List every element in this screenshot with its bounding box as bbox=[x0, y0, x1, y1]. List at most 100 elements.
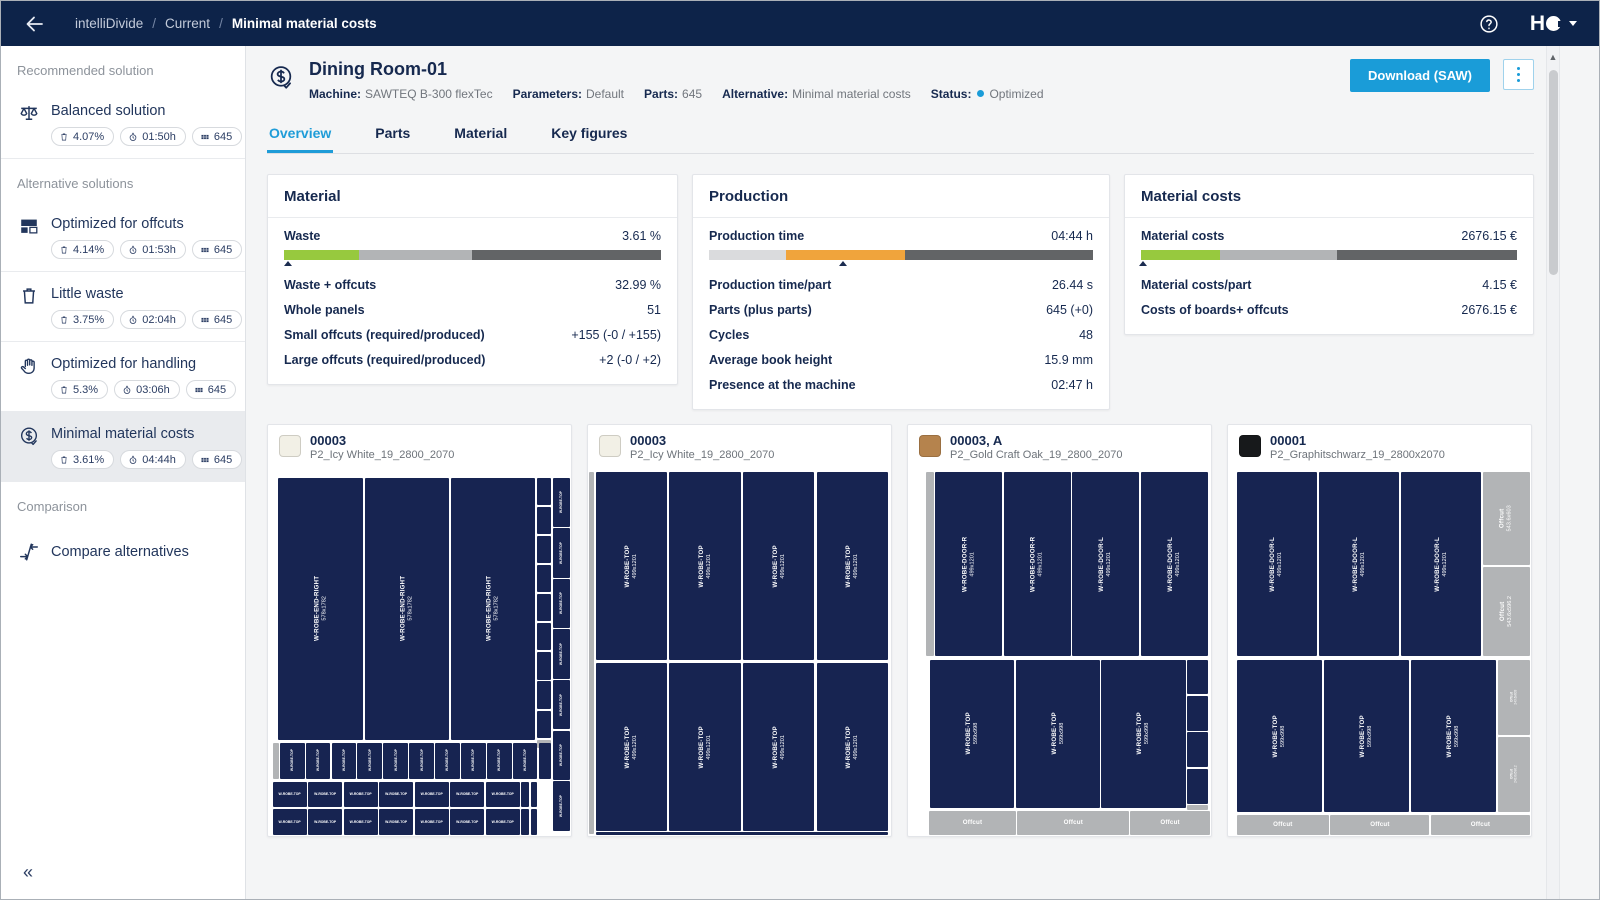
part-region bbox=[536, 681, 551, 709]
scroll-up-arrow[interactable]: ▲ bbox=[1548, 52, 1558, 62]
chip-value: 01:50h bbox=[142, 130, 176, 143]
meta-value: SAWTEQ B-300 flexTec bbox=[365, 87, 493, 101]
panel-card-00003[interactable]: 00003 P2_Icy White_19_2800_2070 W-ROBE-TOP… bbox=[587, 424, 892, 837]
parts-chip: 645 bbox=[191, 240, 243, 259]
panel-card-00003-a[interactable]: 00003, A P2_Gold Craft Oak_19_2800_2070 W-… bbox=[907, 424, 1212, 837]
breadcrumb-current[interactable]: Current bbox=[165, 16, 211, 31]
sidebar-item-label: Minimal material costs bbox=[51, 426, 195, 442]
part-region: W-ROBE-TOP bbox=[485, 781, 520, 807]
chip-value: 3.61% bbox=[73, 453, 105, 466]
offcut-region: Offcut bbox=[928, 810, 1017, 835]
key-figure-row: Production time 04:44 h bbox=[709, 223, 1093, 248]
part-region: W-ROBE-TOP bbox=[552, 730, 570, 781]
part-region: W-ROBE-TOP bbox=[279, 742, 305, 779]
part-region: W-ROBE-DOOR-L 499x1201 bbox=[1318, 472, 1400, 657]
part-region: W-ROBE-TOP bbox=[379, 809, 414, 835]
main-area: Dining Room-01 Machine: SAWTEQ B-300 flex… bbox=[246, 46, 1599, 837]
part-region bbox=[536, 623, 551, 651]
row-value: 4.15 € bbox=[1482, 277, 1517, 292]
part-region bbox=[536, 594, 551, 622]
more-options-button[interactable] bbox=[1503, 59, 1534, 90]
part-region: W-ROBE-TOP 499x1201 bbox=[816, 663, 889, 831]
sidebar-item-compare-alternatives[interactable]: Compare alternatives bbox=[1, 525, 245, 578]
part-region: W-ROBE-TOP 599x998 bbox=[1101, 659, 1186, 808]
key-figure-row: Material costs 2676.15 € bbox=[1141, 223, 1517, 248]
chip-value: 01:53h bbox=[142, 243, 176, 256]
bar-segment bbox=[785, 250, 905, 260]
part-region bbox=[521, 809, 530, 835]
distribution-bar bbox=[284, 250, 661, 260]
sidebar-item-label: Balanced solution bbox=[51, 103, 166, 119]
part-region: W-ROBE-END-RIGHT 578x1782 bbox=[364, 477, 449, 740]
panel-material: P2_Icy White_19_2800_2070 bbox=[630, 449, 775, 461]
sidebar-item-optimized-for-handling[interactable]: Optimized for handling 5.3% 03:06h 645 bbox=[1, 342, 245, 412]
bar-marker bbox=[283, 261, 292, 266]
waste-bin-icon bbox=[59, 315, 69, 325]
chip-value: 645 bbox=[213, 453, 233, 466]
part-region: W-ROBE-TOP bbox=[343, 781, 378, 807]
row-value: 15.9 mm bbox=[1044, 352, 1093, 367]
part-region: W-ROBE-TOP bbox=[308, 809, 343, 835]
offcut-region: Offcut bbox=[1236, 814, 1329, 835]
meta-label: Machine: bbox=[309, 87, 362, 101]
part-region bbox=[530, 781, 537, 807]
row-value: 04:44 h bbox=[1051, 228, 1093, 243]
waste-chip: 4.14% bbox=[51, 240, 115, 259]
parts-grid-icon bbox=[200, 455, 210, 465]
chevron-down-icon bbox=[1569, 21, 1577, 26]
sidebar: Recommended solution Balanced solution 4.0… bbox=[1, 46, 246, 899]
cutting-pattern: W-ROBE-DOOR-R 499x1201 W-ROBE-DOOR-R 499x12… bbox=[909, 471, 1210, 835]
parts-grid-icon bbox=[200, 315, 210, 325]
stopwatch-icon bbox=[128, 315, 138, 325]
breadcrumb: intelliDivide / Current / Minimal materi… bbox=[75, 16, 377, 31]
row-label: Production time/part bbox=[709, 277, 832, 292]
part-region: W-ROBE-TOP 499x1201 bbox=[743, 472, 815, 660]
offcut-region: Offcut bbox=[1017, 810, 1130, 835]
panel-card-00001[interactable]: 00001 P2_Graphitschwarz_19_2800x2070 W-ROB… bbox=[1227, 424, 1532, 837]
part-region: W-ROBE-TOP 499x1201 bbox=[595, 663, 667, 831]
sidebar-item-minimal-material-costs[interactable]: Minimal material costs 3.61% 04:44h 645 bbox=[1, 412, 245, 482]
part-region: W-ROBE-DOOR-R 499x1201 bbox=[1003, 472, 1071, 657]
sidebar-item-little-waste[interactable]: Little waste 3.75% 02:04h 645 bbox=[1, 272, 245, 342]
material-costs-icon bbox=[267, 63, 295, 91]
panel-card-00003[interactable]: 00003 P2_Icy White_19_2800_2070 W-ROBE-END… bbox=[267, 424, 572, 837]
part-region: W-ROBE-TOP bbox=[461, 742, 486, 779]
waste-chip: 3.61% bbox=[51, 450, 115, 469]
sidebar-item-balanced-solution[interactable]: Balanced solution 4.07% 01:50h 645 bbox=[1, 89, 245, 159]
part-region: W-ROBE-TOP bbox=[486, 742, 512, 779]
distribution-bar bbox=[709, 250, 1093, 260]
tab-key-figures[interactable]: Key figures bbox=[551, 125, 628, 141]
sidebar-collapse-button[interactable]: « bbox=[23, 862, 33, 882]
row-value: 02:47 h bbox=[1051, 377, 1093, 392]
part-region: W-ROBE-TOP bbox=[450, 809, 485, 835]
parts-chip: 645 bbox=[185, 380, 237, 399]
account-menu[interactable]: H bbox=[1530, 12, 1577, 36]
stopwatch-icon bbox=[122, 385, 132, 395]
tab-material[interactable]: Material bbox=[454, 125, 508, 141]
stopwatch-icon bbox=[128, 455, 138, 465]
sidebar-item-label: Compare alternatives bbox=[51, 543, 189, 560]
row-label: Presence at the machine bbox=[709, 377, 856, 392]
scrollbar-thumb[interactable] bbox=[1549, 70, 1558, 275]
key-figure-row: Whole panels 51 bbox=[284, 297, 661, 322]
download-saw-button[interactable]: Download (SAW) bbox=[1350, 59, 1490, 92]
card-title: Production bbox=[693, 175, 1109, 218]
sidebar-item-optimized-for-offcuts[interactable]: Optimized for offcuts 4.14% 01:53h 645 bbox=[1, 202, 245, 272]
help-button[interactable] bbox=[1478, 13, 1500, 35]
back-button[interactable] bbox=[23, 12, 47, 36]
key-figure-row: Parts (plus parts) 645 (+0) bbox=[709, 297, 1093, 322]
offcut-region bbox=[272, 742, 279, 779]
part-region: W-ROBE-TOP bbox=[552, 578, 570, 629]
tab-overview[interactable]: Overview bbox=[267, 116, 334, 153]
part-region: W-ROBE-TOP bbox=[409, 742, 434, 779]
chip-value: 02:04h bbox=[142, 313, 176, 326]
key-figure-row: Large offcuts (required/produced) +2 (-0 … bbox=[284, 347, 661, 372]
row-label: Cycles bbox=[709, 327, 750, 342]
scrollbar[interactable]: ▲ bbox=[1546, 46, 1560, 899]
material-swatch bbox=[279, 435, 301, 457]
meta-value: Minimal material costs bbox=[792, 87, 911, 101]
breadcrumb-intellidivide[interactable]: intelliDivide bbox=[75, 16, 144, 31]
part-region: W-ROBE-TOP bbox=[552, 528, 570, 578]
tab-parts[interactable]: Parts bbox=[375, 125, 411, 141]
part-region: W-ROBE-TOP bbox=[305, 742, 331, 779]
